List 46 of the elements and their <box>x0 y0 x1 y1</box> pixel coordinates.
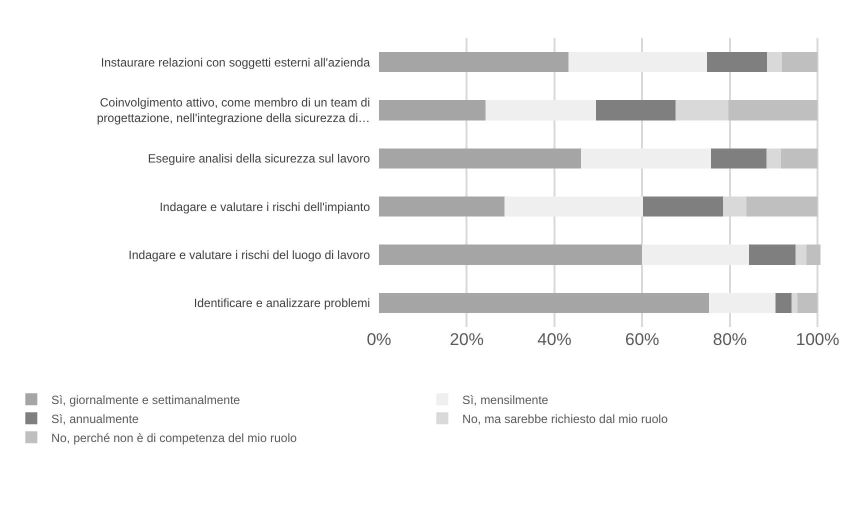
bar <box>766 148 781 169</box>
bar <box>792 292 798 314</box>
bar <box>379 292 709 314</box>
bar <box>767 52 782 72</box>
bar <box>806 244 820 265</box>
bar <box>568 52 708 72</box>
legend-label: No, perché non è di competenza del mio ruolo <box>51 430 298 445</box>
bar <box>379 52 568 72</box>
bar <box>643 196 723 217</box>
x-tick-label: 0% <box>366 330 392 349</box>
legend-label: No, ma sarebbe richiesto dal mio ruolo <box>462 412 668 426</box>
legend-label: Sì, annualmente <box>51 412 140 426</box>
y-tick-label: Indagare e valutare i rischi dell'impianto <box>160 200 370 214</box>
bar <box>728 100 818 120</box>
y-tick-label: Eseguire analisi della sicurezza sul lavoro <box>148 152 370 166</box>
x-tick-label: 60% <box>625 330 660 349</box>
bar <box>708 292 776 314</box>
bar <box>379 148 581 169</box>
y-tick-label: Identificare e analizzare problemi <box>194 296 370 310</box>
bar <box>596 100 676 120</box>
bar <box>580 148 712 169</box>
bar <box>776 292 792 314</box>
bar <box>711 148 766 169</box>
bar <box>749 244 796 265</box>
x-tick-label: 100% <box>796 330 840 349</box>
bar <box>504 196 644 217</box>
x-tick-label: 20% <box>450 330 484 349</box>
bar <box>379 196 504 217</box>
bar <box>797 292 818 314</box>
bar <box>486 100 596 120</box>
legend-label: Sì, giornalmente e settimanalmente <box>51 392 240 407</box>
bar <box>746 196 818 217</box>
bar <box>780 148 818 169</box>
bar <box>379 100 486 120</box>
bar <box>782 52 818 72</box>
bar <box>676 100 729 120</box>
x-tick-label: 40% <box>537 330 572 349</box>
bar <box>796 244 807 265</box>
y-tick-label: Indagare e valutare i rischi del luogo di lavoro <box>128 248 370 262</box>
bar <box>379 244 642 265</box>
y-tick-label: Coinvolgimento attivo, come membro di un team di progettazione, nell'integrazione della sicurezza di… <box>96 96 370 126</box>
bar <box>642 244 750 265</box>
x-tick-label: 80% <box>712 330 747 349</box>
y-tick-label: Instaurare relazioni con soggetti esterni all'azienda <box>100 55 370 70</box>
legend-label: Sì, mensilmente <box>462 392 549 407</box>
bar <box>707 52 768 72</box>
